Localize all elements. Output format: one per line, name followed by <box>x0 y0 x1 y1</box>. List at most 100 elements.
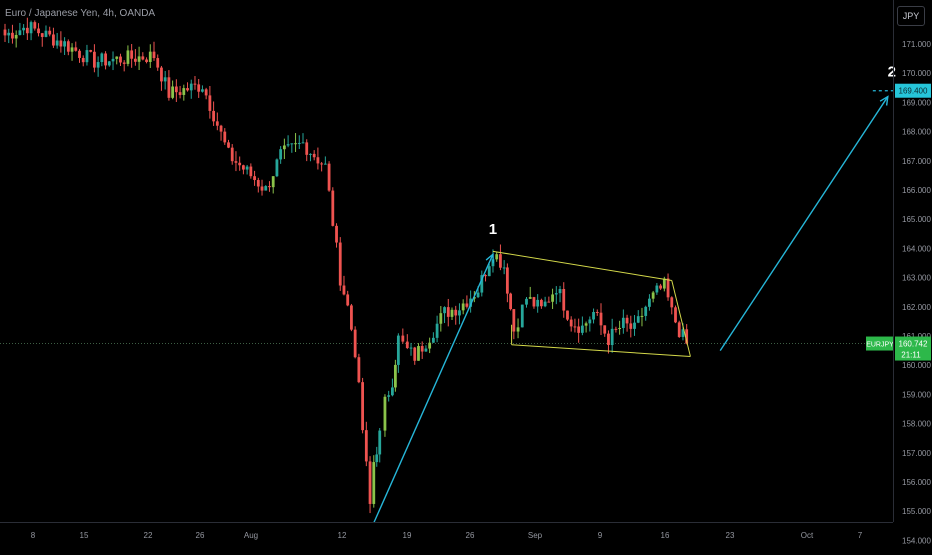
trend-arrow-1[interactable] <box>373 253 494 524</box>
candle-body <box>580 325 584 333</box>
candle-body <box>40 33 44 37</box>
candle-body <box>573 326 577 328</box>
candle-body <box>342 285 346 295</box>
price-tick-label: 170.000 <box>902 69 931 78</box>
candle-body <box>11 32 14 39</box>
candle-body <box>93 51 96 68</box>
candle-body <box>264 186 268 191</box>
candle-body <box>666 278 670 298</box>
price-tick-label: 154.000 <box>902 536 931 545</box>
candle-body <box>607 333 610 346</box>
candle-body <box>70 47 74 52</box>
candle-body <box>305 142 309 155</box>
candle-body <box>242 165 245 170</box>
drawing-layer: 12 <box>373 64 896 524</box>
candle-body <box>346 294 350 306</box>
candle-body <box>618 327 622 330</box>
candle-body <box>532 297 536 307</box>
candle-body <box>670 297 674 308</box>
candle-body <box>81 57 85 63</box>
candle-body <box>338 242 342 286</box>
candle-body <box>644 306 648 316</box>
time-tick-label: Oct <box>801 531 814 540</box>
candle-body <box>562 288 566 311</box>
candle-body <box>509 293 513 310</box>
candle-body <box>595 311 599 313</box>
candle-body <box>409 347 413 349</box>
time-tick-label: 7 <box>858 531 863 540</box>
candle-body <box>249 166 253 177</box>
price-tags: 169.400 EURJPY 160.742 21:11 <box>866 83 931 361</box>
time-tick-label: Aug <box>244 531 258 540</box>
price-tick-label: 156.000 <box>902 478 931 487</box>
channel-lower-line[interactable] <box>511 344 691 357</box>
trend-arrow-2[interactable] <box>719 96 889 351</box>
candle-body <box>66 41 70 52</box>
candle-body <box>96 62 100 68</box>
candle-body <box>89 50 93 52</box>
candle-body <box>260 186 264 191</box>
candle-body <box>100 53 104 63</box>
candle-body <box>420 346 424 352</box>
candle-body <box>320 163 324 165</box>
candle-body <box>208 95 212 111</box>
channel-edge-line[interactable] <box>671 280 691 357</box>
candle-body <box>167 77 171 98</box>
time-tick-label: 23 <box>726 531 735 540</box>
time-tick-label: 12 <box>338 531 347 540</box>
candle-body <box>685 329 689 344</box>
candle-body <box>22 27 26 31</box>
candle-body <box>625 317 629 324</box>
candle-body <box>74 47 78 51</box>
candle-body <box>480 275 484 293</box>
target-price-label: 169.400 <box>899 87 928 96</box>
price-axis-separator <box>893 0 894 522</box>
candle-body <box>536 299 540 307</box>
candle-body <box>677 322 681 337</box>
candle-body <box>44 30 48 37</box>
candle-body <box>327 163 331 191</box>
candle-body <box>282 145 286 150</box>
candle-body <box>499 254 502 268</box>
candle-body <box>25 27 29 34</box>
candle-body <box>551 294 554 302</box>
candle-body <box>189 83 193 91</box>
candle-body <box>569 319 573 327</box>
candle-body <box>516 327 520 332</box>
candle-body <box>145 59 148 62</box>
candle-body <box>405 341 409 349</box>
symbol-tag-label: EURJPY <box>866 342 894 349</box>
current-price-label: 160.742 <box>899 340 928 349</box>
candle-body <box>297 142 301 144</box>
candle-body <box>171 86 175 98</box>
candle-body <box>458 310 461 316</box>
candle-body <box>599 312 603 326</box>
candle-body <box>227 142 230 148</box>
candle-body <box>331 190 335 226</box>
candle-body <box>383 396 387 431</box>
time-tick-label: Sep <box>528 531 543 540</box>
candle-body <box>387 395 391 397</box>
currency-button[interactable]: JPY <box>897 6 925 26</box>
candle-body <box>107 61 111 66</box>
candle-body <box>275 159 279 177</box>
candle-body <box>662 278 666 289</box>
candle-body <box>130 50 134 59</box>
bar-countdown-label: 21:11 <box>901 351 921 360</box>
trend-arrow-2-head <box>879 95 889 106</box>
channel-upper-line[interactable] <box>492 250 672 282</box>
candle-body <box>621 317 625 328</box>
candle-body <box>476 292 480 298</box>
time-tick-label: 26 <box>466 531 475 540</box>
candle-body <box>55 40 59 46</box>
price-tick-label: 167.000 <box>902 157 931 166</box>
candle-body <box>469 298 473 307</box>
candle-body <box>160 67 163 82</box>
candle-body <box>223 131 227 143</box>
candle-body <box>29 22 33 34</box>
time-tick-label: 22 <box>144 531 153 540</box>
time-axis: 8 15 22 26 Aug 12 19 26 Sep 9 16 23 Oct 7 <box>31 531 863 540</box>
candle-body <box>137 56 141 62</box>
